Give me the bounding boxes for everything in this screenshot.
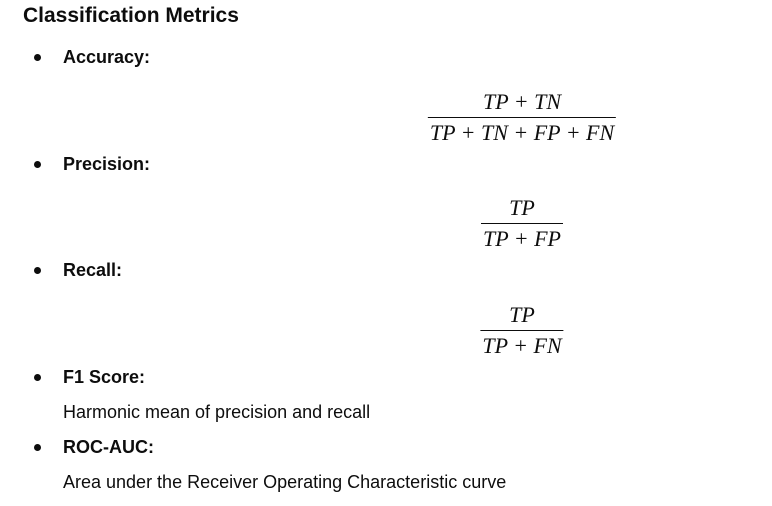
- metric-label: Precision:: [63, 154, 151, 174]
- fraction-bar: [480, 330, 564, 331]
- bullet: [34, 161, 41, 168]
- bullet: [34, 54, 41, 61]
- metric-description: Harmonic mean of precision and recall: [63, 402, 371, 422]
- denominator: TP + FP: [483, 226, 561, 251]
- formula: TP TP + FP: [481, 196, 563, 251]
- metric-label: F1 Score:: [63, 367, 146, 387]
- formula: TP + TN TP + TN + FP + FN: [427, 89, 617, 145]
- bullet: [34, 267, 41, 274]
- numerator: TP + TN: [482, 89, 562, 114]
- metric-label: ROC-AUC:: [63, 437, 154, 457]
- denominator: TP + TN + FP + FN: [429, 120, 615, 145]
- numerator: TP: [509, 302, 535, 327]
- bullet: [34, 374, 41, 381]
- denominator: TP + FN: [482, 333, 562, 358]
- fraction-bar: [481, 223, 563, 224]
- bullet: [34, 444, 41, 451]
- fraction-bar: [427, 117, 617, 118]
- section-title: Classification Metrics: [23, 4, 239, 27]
- metric-label: Accuracy:: [63, 47, 151, 67]
- numerator: TP: [509, 195, 535, 220]
- metric-label: Recall:: [63, 260, 123, 280]
- metric-description: Area under the Receiver Operating Charac…: [63, 472, 507, 492]
- formula: TP TP + FN: [480, 302, 564, 358]
